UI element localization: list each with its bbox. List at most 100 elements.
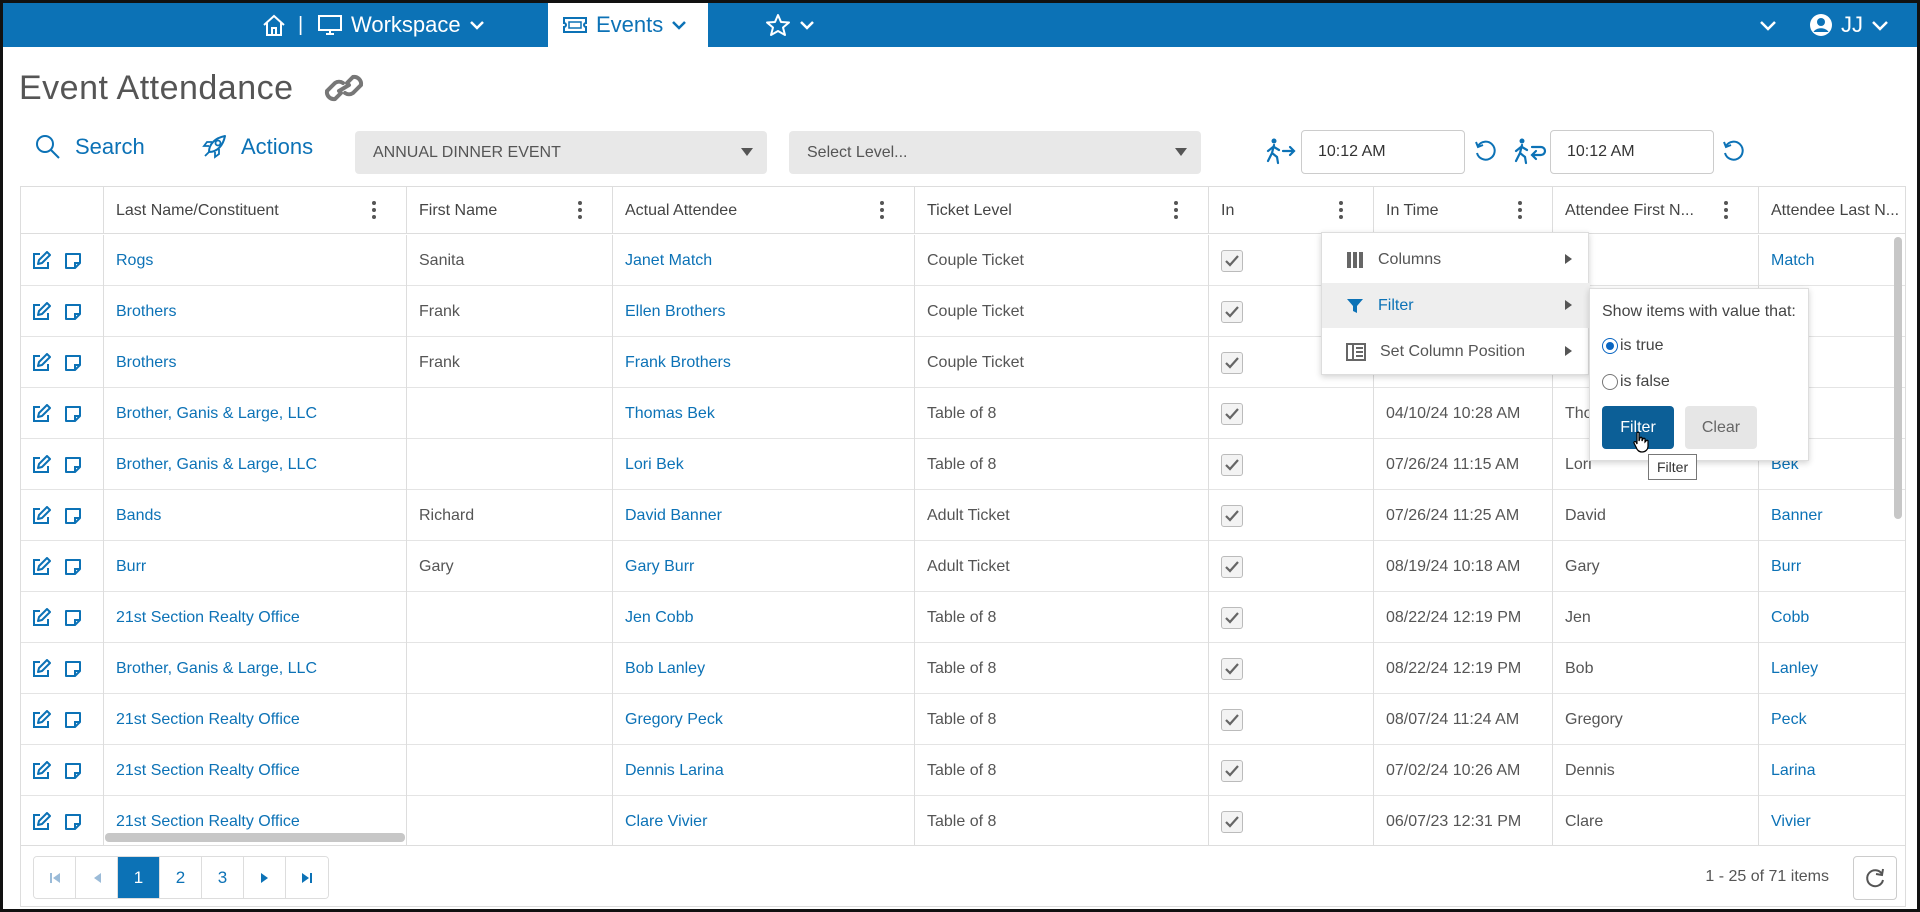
- actions-button[interactable]: Actions: [201, 134, 313, 160]
- cell-last-name[interactable]: Brothers: [103, 337, 406, 388]
- check-in-time-input[interactable]: 10:12 AM: [1301, 130, 1465, 174]
- menu-item-set-column-position[interactable]: Set Column Position: [1322, 329, 1590, 374]
- cell-attendee-last-name[interactable]: Larina: [1758, 745, 1905, 796]
- cell-actual-attendee[interactable]: Clare Vivier: [612, 796, 914, 845]
- check-out-time-input[interactable]: 10:12 AM: [1550, 130, 1714, 174]
- edit-icon[interactable]: [31, 454, 51, 475]
- cell-actual-attendee[interactable]: David Banner: [612, 490, 914, 541]
- scroll-thumb[interactable]: [1894, 237, 1902, 519]
- cell-actual-attendee[interactable]: Thomas Bek: [612, 388, 914, 439]
- events-tab[interactable]: Events: [548, 3, 708, 47]
- cell-last-name[interactable]: Brother, Ganis & Large, LLC: [103, 643, 406, 694]
- cell-last-name[interactable]: Bands: [103, 490, 406, 541]
- edit-icon[interactable]: [31, 301, 51, 322]
- column-header-attendee-first-name[interactable]: Attendee First N...: [1552, 187, 1758, 234]
- cell-actual-attendee[interactable]: Gary Burr: [612, 541, 914, 592]
- page-3-button[interactable]: 3: [202, 857, 244, 898]
- cell-actual-attendee[interactable]: Frank Brothers: [612, 337, 914, 388]
- edit-icon[interactable]: [31, 403, 51, 424]
- cell-attendee-last-name[interactable]: Banner: [1758, 490, 1905, 541]
- more-menu[interactable]: [1759, 3, 1777, 47]
- edit-icon[interactable]: [31, 607, 51, 628]
- menu-item-columns[interactable]: Columns: [1322, 237, 1590, 282]
- in-checkbox[interactable]: [1221, 300, 1243, 323]
- edit-icon[interactable]: [31, 658, 51, 679]
- note-icon[interactable]: [63, 404, 83, 424]
- reset-icon[interactable]: [1721, 139, 1745, 163]
- note-icon[interactable]: [63, 353, 83, 373]
- cell-actual-attendee[interactable]: Ellen Brothers: [612, 286, 914, 337]
- event-select[interactable]: ANNUAL DINNER EVENT: [355, 131, 767, 174]
- column-header-in-time[interactable]: In Time: [1373, 187, 1552, 234]
- note-icon[interactable]: [63, 506, 83, 526]
- note-icon[interactable]: [63, 455, 83, 475]
- column-header-in[interactable]: In: [1208, 187, 1373, 234]
- column-header-ticket-level[interactable]: Ticket Level: [914, 187, 1208, 234]
- filter-apply-button[interactable]: Filter: [1602, 406, 1674, 449]
- in-checkbox[interactable]: [1221, 657, 1243, 680]
- in-checkbox[interactable]: [1221, 708, 1243, 731]
- edit-icon[interactable]: [31, 556, 51, 577]
- cell-actual-attendee[interactable]: Lori Bek: [612, 439, 914, 490]
- cell-last-name[interactable]: 21st Section Realty Office: [103, 745, 406, 796]
- favorites-menu[interactable]: [765, 3, 815, 47]
- cell-actual-attendee[interactable]: Dennis Larina: [612, 745, 914, 796]
- filter-clear-button[interactable]: Clear: [1685, 406, 1757, 449]
- cell-attendee-last-name[interactable]: Match: [1758, 235, 1905, 286]
- in-checkbox[interactable]: [1221, 351, 1243, 374]
- reset-icon[interactable]: [1473, 139, 1497, 163]
- cell-attendee-last-name[interactable]: Cobb: [1758, 592, 1905, 643]
- page-2-button[interactable]: 2: [160, 857, 202, 898]
- in-checkbox[interactable]: [1221, 504, 1243, 527]
- cell-actual-attendee[interactable]: Gregory Peck: [612, 694, 914, 745]
- in-checkbox[interactable]: [1221, 606, 1243, 629]
- radio-unchecked[interactable]: [1602, 374, 1618, 390]
- user-menu[interactable]: JJ: [1809, 3, 1889, 47]
- cell-actual-attendee[interactable]: Bob Lanley: [612, 643, 914, 694]
- note-icon[interactable]: [63, 608, 83, 628]
- edit-icon[interactable]: [31, 352, 51, 373]
- cell-last-name[interactable]: Brothers: [103, 286, 406, 337]
- column-menu-icon[interactable]: [880, 201, 884, 222]
- column-menu-icon[interactable]: [372, 201, 376, 222]
- prev-page-button[interactable]: [76, 857, 118, 898]
- search-button[interactable]: Search: [35, 134, 145, 160]
- note-icon[interactable]: [63, 710, 83, 730]
- cell-attendee-last-name[interactable]: Peck: [1758, 694, 1905, 745]
- filter-option-true[interactable]: is true: [1602, 337, 1664, 355]
- edit-icon[interactable]: [31, 811, 51, 832]
- note-icon[interactable]: [63, 557, 83, 577]
- in-checkbox[interactable]: [1221, 810, 1243, 833]
- menu-item-filter[interactable]: Filter: [1322, 283, 1590, 328]
- column-header-actual-attendee[interactable]: Actual Attendee: [612, 187, 914, 234]
- cell-last-name[interactable]: Burr: [103, 541, 406, 592]
- cell-last-name[interactable]: 21st Section Realty Office: [103, 592, 406, 643]
- cell-last-name[interactable]: Brother, Ganis & Large, LLC: [103, 439, 406, 490]
- level-select[interactable]: Select Level...: [789, 131, 1201, 174]
- edit-icon[interactable]: [31, 760, 51, 781]
- cell-last-name[interactable]: Brother, Ganis & Large, LLC: [103, 388, 406, 439]
- edit-icon[interactable]: [31, 250, 51, 271]
- edit-icon[interactable]: [31, 505, 51, 526]
- page-1-button[interactable]: 1: [118, 857, 160, 898]
- in-checkbox[interactable]: [1221, 249, 1243, 272]
- note-icon[interactable]: [63, 251, 83, 271]
- column-menu-icon[interactable]: [578, 201, 582, 222]
- first-page-button[interactable]: [34, 857, 76, 898]
- filter-option-false[interactable]: is false: [1602, 373, 1670, 391]
- next-page-button[interactable]: [244, 857, 286, 898]
- in-checkbox[interactable]: [1221, 402, 1243, 425]
- workspace-menu[interactable]: Workspace: [317, 3, 485, 47]
- note-icon[interactable]: [63, 761, 83, 781]
- in-checkbox[interactable]: [1221, 759, 1243, 782]
- column-menu-icon[interactable]: [1339, 201, 1343, 222]
- column-menu-icon[interactable]: [1518, 201, 1522, 222]
- cell-last-name[interactable]: 21st Section Realty Office: [103, 694, 406, 745]
- cell-last-name[interactable]: 21st Section Realty Office: [103, 796, 406, 845]
- column-menu-icon[interactable]: [1174, 201, 1178, 222]
- home-button[interactable]: [261, 3, 287, 47]
- in-checkbox[interactable]: [1221, 555, 1243, 578]
- column-header-first-name[interactable]: First Name: [406, 187, 612, 234]
- edit-icon[interactable]: [31, 709, 51, 730]
- cell-attendee-last-name[interactable]: Burr: [1758, 541, 1905, 592]
